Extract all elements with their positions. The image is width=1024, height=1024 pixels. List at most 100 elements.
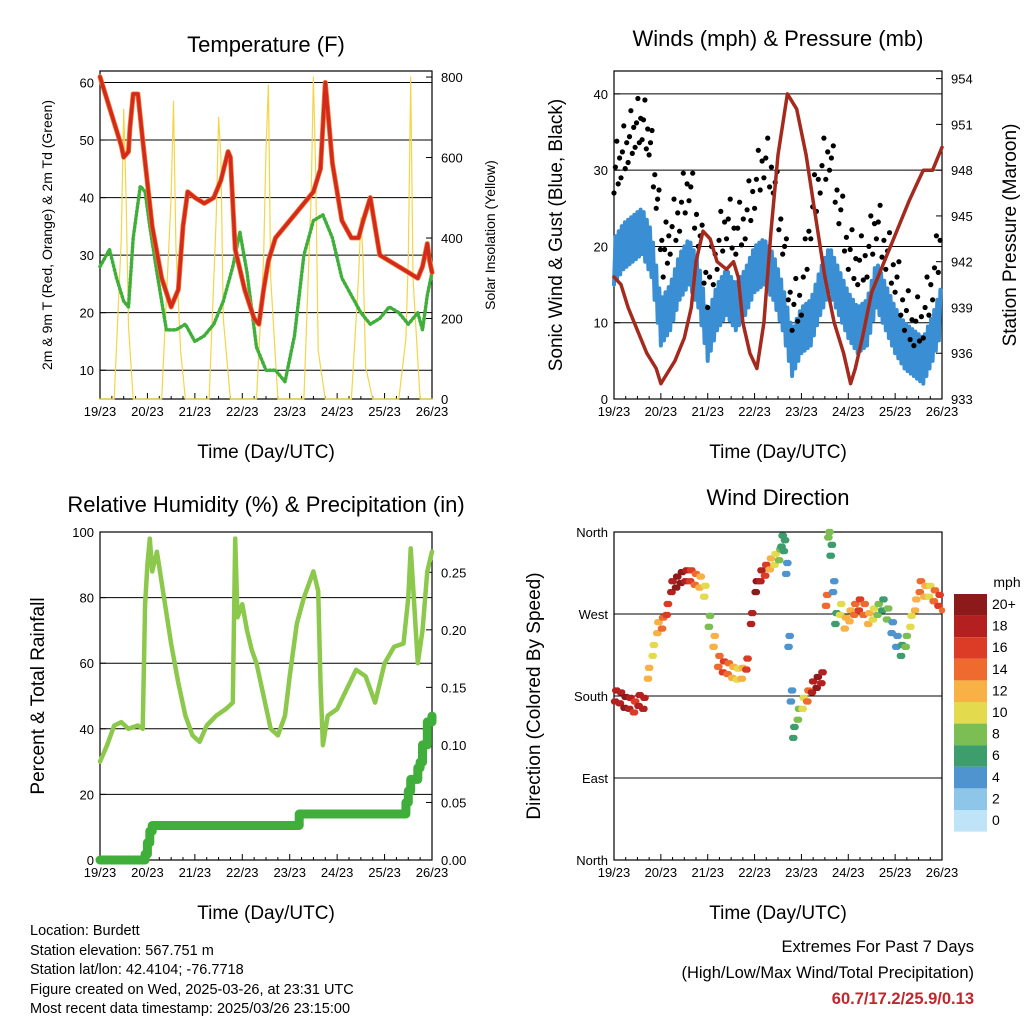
direction-point	[826, 534, 833, 541]
panel-title: Winds (mph) & Pressure (mb)	[633, 26, 924, 51]
plot-frame	[99, 70, 433, 400]
y-tick-label: 50	[80, 133, 94, 148]
gust-point	[673, 237, 679, 243]
y-right-tick-label: 939	[951, 300, 973, 315]
gust-point	[744, 207, 750, 213]
gust-point	[907, 336, 913, 343]
gust-point	[877, 202, 883, 208]
direction-point	[787, 632, 795, 640]
gust-point	[797, 292, 803, 298]
gust-point	[631, 124, 637, 130]
gust-point	[886, 230, 893, 236]
extremes-heading: Extremes For Past 7 Days	[781, 938, 974, 956]
y-tick-label: 40	[80, 722, 94, 737]
y-tick-label: West	[579, 607, 609, 622]
direction-point	[828, 552, 836, 559]
direction-point	[706, 623, 714, 630]
direction-point	[914, 596, 921, 603]
direction-point	[785, 559, 792, 567]
y-right-tick-label: 942	[951, 255, 973, 270]
direction-point	[795, 716, 803, 723]
gust-point	[622, 166, 628, 172]
gust-point	[838, 207, 844, 213]
direction-point	[708, 612, 715, 619]
direction-point	[831, 588, 838, 596]
y-right-tick-label: 951	[951, 117, 973, 132]
y-axis-label: 2m & 9m T (Red, Orange) & 2m Td (Green)	[39, 100, 55, 370]
x-tick-label: 20/23	[131, 404, 164, 419]
x-tick-label: 26/23	[926, 865, 959, 880]
gust-point	[868, 213, 874, 219]
gust-point	[655, 196, 661, 202]
gust-point	[755, 147, 761, 153]
gust-point	[849, 227, 855, 233]
gust-point	[920, 335, 926, 341]
gust-point	[707, 274, 713, 280]
y-tick-label: 100	[72, 525, 94, 540]
direction-point	[847, 618, 854, 625]
direction-point	[890, 619, 898, 626]
gust-point	[716, 237, 722, 243]
legend-label: 14	[992, 661, 1008, 677]
x-axis-label: Time (Day/UTC)	[197, 903, 335, 924]
x-tick-label: 19/23	[84, 865, 117, 880]
x-tick-label: 21/23	[691, 865, 724, 880]
gust-point	[834, 187, 840, 193]
x-tick-label: 25/23	[368, 865, 401, 880]
gust-point	[828, 155, 835, 161]
direction-point	[881, 596, 888, 603]
plot-frame	[613, 70, 943, 400]
gust-point	[926, 312, 932, 318]
gust-point	[881, 237, 887, 243]
gust-point	[684, 181, 690, 187]
gust-point	[896, 259, 902, 265]
gust-point	[900, 297, 906, 303]
gust-point	[825, 149, 831, 155]
legend-label: 6	[992, 747, 1000, 763]
direction-point	[711, 643, 718, 650]
x-tick-label: 19/23	[598, 865, 631, 880]
gust-point	[663, 219, 669, 225]
gust-point	[763, 155, 769, 161]
gust-point	[731, 225, 737, 231]
direction-point	[839, 600, 846, 608]
gust-point	[804, 266, 810, 272]
y-tick-label: South	[574, 689, 608, 704]
gust-point	[913, 318, 919, 324]
y-right-tick-label: 600	[441, 151, 463, 166]
x-axis-label: Time (Day/UTC)	[709, 442, 847, 463]
legend-label: 4	[992, 769, 1000, 785]
direction-point	[895, 632, 902, 640]
x-tick-label: 26/23	[416, 404, 449, 419]
gust-point	[640, 117, 647, 123]
gust-point	[617, 155, 623, 161]
gust-point	[858, 233, 865, 239]
gust-point	[933, 233, 940, 239]
gust-point	[791, 301, 797, 307]
gust-point	[879, 254, 885, 260]
gust-point	[903, 307, 910, 314]
direction-point	[938, 607, 946, 614]
direction-point	[647, 664, 654, 671]
gust-point	[646, 152, 652, 158]
gust-point	[725, 216, 731, 222]
x-tick-label: 21/23	[691, 404, 724, 419]
gust-point	[624, 140, 630, 146]
gust-point	[682, 210, 688, 216]
legend-swatch	[954, 637, 987, 659]
x-tick-label: 23/23	[273, 404, 306, 419]
y-tick-label: 40	[80, 191, 94, 206]
y-tick-label: 0	[87, 853, 94, 868]
gust-point	[928, 282, 934, 288]
gust-point	[642, 97, 648, 103]
gust-point	[787, 289, 793, 295]
legend-label: 8	[992, 726, 1000, 742]
plot-frame	[613, 531, 943, 861]
gust-point	[720, 248, 726, 254]
gust-point	[686, 198, 692, 204]
legend-swatch	[954, 810, 987, 832]
gust-point	[626, 134, 633, 140]
direction-point	[913, 607, 920, 614]
gust-point	[645, 126, 651, 132]
gust-point	[678, 199, 685, 205]
